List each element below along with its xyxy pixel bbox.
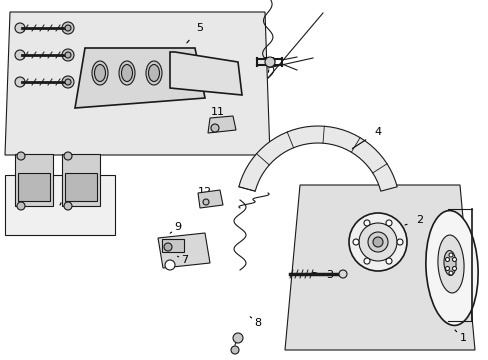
Circle shape [451, 257, 456, 261]
Circle shape [338, 270, 346, 278]
Ellipse shape [92, 61, 108, 85]
Circle shape [62, 22, 74, 34]
Ellipse shape [437, 235, 463, 293]
Bar [162, 239, 183, 252]
Circle shape [17, 152, 25, 160]
Ellipse shape [443, 251, 455, 275]
Circle shape [264, 57, 274, 67]
Polygon shape [5, 12, 269, 155]
Polygon shape [170, 52, 242, 95]
Ellipse shape [348, 213, 406, 271]
Ellipse shape [425, 211, 477, 325]
Circle shape [15, 23, 25, 33]
Circle shape [451, 266, 456, 270]
Ellipse shape [94, 64, 105, 81]
Polygon shape [198, 190, 223, 208]
Circle shape [385, 220, 391, 226]
Circle shape [230, 346, 239, 354]
Circle shape [17, 202, 25, 210]
Text: 7: 7 [177, 255, 188, 265]
Ellipse shape [358, 223, 396, 261]
Bar [65, 173, 97, 201]
Circle shape [64, 202, 72, 210]
Bar [5, 175, 115, 235]
Circle shape [64, 152, 72, 160]
Circle shape [15, 77, 25, 87]
Polygon shape [238, 126, 396, 191]
Circle shape [15, 50, 25, 60]
Text: 5: 5 [186, 23, 203, 43]
Circle shape [65, 52, 71, 58]
Circle shape [232, 333, 243, 343]
Circle shape [372, 237, 382, 247]
Circle shape [210, 124, 219, 132]
Ellipse shape [119, 61, 135, 85]
Circle shape [448, 271, 452, 275]
Text: 11: 11 [210, 107, 224, 122]
Polygon shape [75, 48, 204, 108]
Text: 12: 12 [198, 187, 212, 197]
Circle shape [203, 199, 208, 205]
Circle shape [352, 239, 358, 245]
Polygon shape [285, 185, 474, 350]
Text: 8: 8 [250, 317, 261, 328]
Ellipse shape [367, 232, 387, 252]
Ellipse shape [146, 61, 162, 85]
Circle shape [62, 49, 74, 61]
Circle shape [445, 257, 448, 261]
Circle shape [62, 76, 74, 88]
Bar [15, 154, 53, 206]
Circle shape [65, 79, 71, 85]
Circle shape [163, 243, 172, 251]
Text: 6: 6 [60, 190, 68, 205]
Ellipse shape [148, 64, 159, 81]
Circle shape [448, 253, 452, 257]
Circle shape [363, 258, 369, 264]
Circle shape [396, 239, 402, 245]
Text: 1: 1 [454, 330, 466, 343]
Text: 4: 4 [352, 127, 381, 148]
Bar [62, 154, 100, 206]
Polygon shape [207, 116, 236, 133]
Circle shape [385, 258, 391, 264]
Circle shape [445, 266, 448, 270]
Circle shape [65, 25, 71, 31]
Circle shape [164, 260, 175, 270]
Text: 9: 9 [170, 222, 181, 233]
Polygon shape [158, 233, 209, 268]
Bar [18, 173, 50, 201]
Circle shape [363, 220, 369, 226]
Ellipse shape [121, 64, 132, 81]
Text: 10: 10 [263, 57, 276, 72]
Text: 2: 2 [404, 215, 423, 225]
Text: 3: 3 [312, 270, 333, 280]
